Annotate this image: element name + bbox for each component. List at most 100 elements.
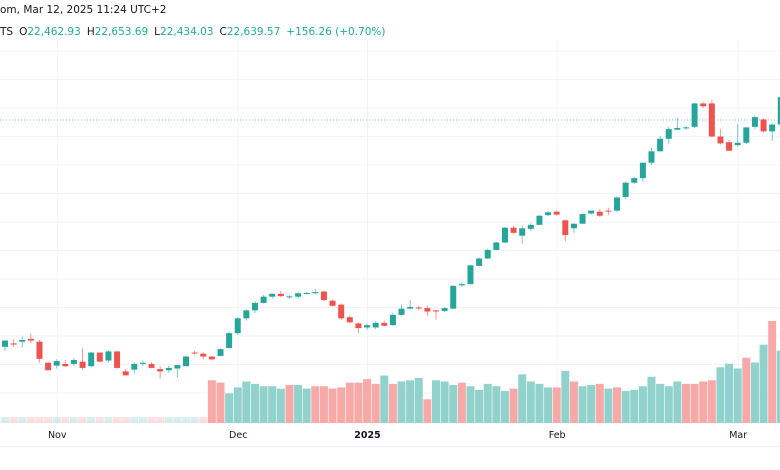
- volume-bar: [95, 417, 104, 423]
- candle-body: [260, 296, 267, 303]
- candle-down: [122, 369, 129, 376]
- volume-bar: [681, 383, 690, 423]
- candle-body: [10, 343, 17, 345]
- volume-bar: [302, 388, 311, 423]
- candle-body: [415, 307, 422, 309]
- low-value: 22,434.03: [160, 26, 214, 38]
- volume-bar: [121, 417, 130, 423]
- candle-body: [769, 124, 776, 132]
- candle-down: [10, 339, 17, 347]
- volume-bar: [371, 383, 380, 423]
- symbol-fragment: TS: [0, 26, 14, 38]
- volume-bar: [26, 417, 35, 423]
- candle-body: [424, 308, 431, 312]
- candle-body: [243, 310, 250, 319]
- candle-body: [545, 212, 552, 216]
- volume-bar: [104, 417, 113, 423]
- candle-down: [433, 309, 439, 320]
- volume-bar: [492, 386, 501, 423]
- volume-bar: [578, 386, 587, 423]
- candle-up: [70, 358, 77, 367]
- candle-up: [476, 257, 483, 267]
- candle-up: [493, 241, 500, 251]
- volume-bar: [130, 417, 139, 423]
- candle-up: [570, 223, 577, 233]
- volume-bar: [699, 381, 708, 423]
- volume-bar: [638, 386, 647, 423]
- candle-body: [364, 325, 371, 328]
- volume-bar: [190, 417, 199, 423]
- candle-body: [277, 293, 284, 297]
- volume-bar: [173, 417, 182, 423]
- open-label: O: [19, 26, 28, 38]
- candle-body: [407, 306, 414, 309]
- volume-bar: [733, 368, 742, 423]
- candle-body: [355, 323, 362, 329]
- candle-up: [639, 162, 646, 182]
- volume-bar: [35, 417, 44, 423]
- volume-bar: [750, 362, 759, 423]
- candle-body: [234, 318, 241, 334]
- candle-body: [708, 103, 715, 137]
- candle-down: [700, 102, 707, 109]
- volume-bar: [423, 399, 432, 423]
- candle-up: [269, 293, 276, 299]
- candle-body: [631, 178, 638, 183]
- candle-body: [493, 242, 500, 250]
- candle-up: [226, 331, 233, 349]
- candle-up: [364, 323, 371, 330]
- candle-up: [312, 289, 319, 295]
- candle-up: [458, 282, 465, 287]
- candle-up: [450, 285, 457, 310]
- high-value: 22,653.69: [94, 26, 149, 38]
- volume-bar: [87, 417, 96, 423]
- candle-body: [398, 308, 405, 315]
- candle-down: [96, 352, 103, 363]
- volume-bar: [337, 387, 346, 423]
- candle-down: [562, 219, 569, 242]
- x-tick-label: 2025: [354, 430, 381, 441]
- candle-body: [88, 352, 95, 367]
- volume-bar: [630, 389, 639, 423]
- candle-down: [148, 362, 155, 369]
- candle-body: [579, 214, 586, 224]
- volume-bar: [500, 390, 509, 423]
- candle-body: [648, 151, 655, 163]
- candle-down: [355, 322, 362, 334]
- candle-up: [407, 300, 414, 310]
- candle-body: [381, 322, 388, 326]
- ohlc-legend: TS O22,462.93 H22,653.69 L22,434.03 C22,639.…: [0, 26, 386, 38]
- candle-body: [527, 224, 534, 229]
- candle-up: [622, 181, 629, 200]
- candle-body: [467, 265, 474, 285]
- x-tick-label: Dec: [229, 430, 248, 441]
- volume-bar: [716, 367, 725, 423]
- volume-bar: [388, 383, 397, 423]
- candle-down: [200, 352, 207, 360]
- candle-down: [596, 208, 603, 217]
- volume-bar: [595, 383, 604, 423]
- volume-bar: [526, 381, 535, 423]
- candle-body: [226, 333, 233, 348]
- candle-down: [157, 366, 164, 379]
- candle-down: [346, 315, 353, 324]
- candle-up: [105, 350, 112, 363]
- candle-up: [295, 292, 302, 299]
- candle-down: [62, 359, 69, 368]
- volume-bar: [656, 383, 665, 423]
- candle-up: [2, 340, 8, 351]
- volume-bar: [466, 386, 475, 423]
- volume-bar: [216, 382, 225, 423]
- time-axis[interactable]: Nov Dec 2025 Feb Mar: [0, 424, 780, 446]
- volume-bar: [483, 383, 492, 423]
- volume-bar: [432, 380, 440, 423]
- candle-body: [295, 293, 302, 297]
- volume-bar: [233, 387, 242, 423]
- candle-up: [467, 264, 474, 285]
- candle-down: [553, 210, 560, 216]
- candle-down: [510, 225, 517, 234]
- candle-up: [769, 123, 776, 142]
- candle-body: [131, 363, 138, 370]
- volume-bar: [9, 417, 18, 423]
